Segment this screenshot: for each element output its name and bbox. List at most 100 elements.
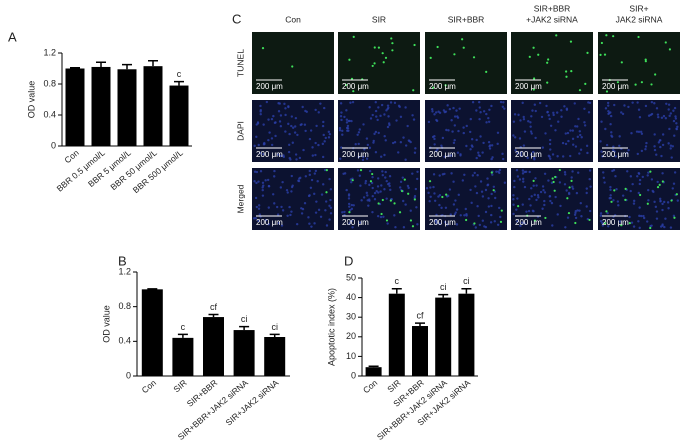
nucleus (515, 208, 518, 211)
nucleus (297, 179, 300, 182)
tunel-cell (398, 211, 402, 214)
nucleus (452, 203, 456, 206)
nucleus (519, 119, 522, 122)
nucleus (621, 112, 625, 116)
nucleus (438, 222, 441, 225)
nucleus (325, 224, 329, 227)
nucleus (329, 188, 333, 191)
nucleus (549, 148, 552, 151)
nucleus (518, 137, 522, 140)
nucleus (656, 113, 660, 116)
y-tick-label: 0.4 (118, 336, 131, 346)
nucleus (613, 103, 616, 107)
nucleus (623, 104, 626, 107)
nucleus (433, 143, 436, 146)
nucleus (404, 144, 408, 147)
nucleus (462, 131, 465, 135)
nucleus (435, 213, 438, 217)
nucleus (315, 200, 318, 203)
nucleus (409, 140, 412, 144)
nucleus (340, 118, 343, 122)
y-axis-label: OD value (26, 81, 36, 119)
nucleus (586, 151, 589, 155)
tunel-cell (445, 193, 448, 196)
nucleus (407, 186, 410, 190)
scale-bar-label: 200 μm (342, 150, 369, 159)
nucleus (321, 155, 325, 159)
nucleus (485, 112, 488, 116)
error-bar (122, 63, 132, 70)
tunel-cell (462, 46, 465, 49)
error-bar (438, 293, 449, 298)
nucleus (357, 131, 361, 134)
nucleus (386, 104, 390, 107)
bar (65, 68, 85, 146)
nucleus (301, 105, 304, 109)
nucleus (288, 143, 291, 147)
nucleus (491, 173, 494, 176)
nucleus (259, 104, 262, 108)
nucleus (308, 194, 311, 197)
nucleus (602, 176, 606, 179)
nucleus (255, 123, 258, 126)
nucleus (271, 193, 275, 196)
nucleus (346, 129, 349, 132)
nucleus (455, 208, 459, 211)
nucleus (523, 222, 526, 225)
nucleus (557, 120, 560, 123)
nucleus (565, 189, 568, 192)
nucleus (379, 155, 383, 158)
tunel-cell (391, 42, 394, 45)
nucleus (487, 116, 490, 120)
tunel-cell (325, 169, 328, 172)
nucleus (365, 157, 369, 160)
tunel-cell (658, 183, 661, 186)
nucleus (372, 141, 375, 144)
nucleus (351, 100, 355, 104)
nucleus (375, 189, 378, 193)
nucleus (433, 113, 436, 116)
nucleus (416, 177, 419, 181)
column-header: SIR+ (629, 3, 648, 13)
nucleus (474, 226, 478, 229)
tunel-cell (499, 220, 503, 223)
tunel-cell (613, 189, 616, 192)
nucleus (600, 120, 603, 123)
nucleus (663, 200, 666, 204)
significance-label: cf (210, 302, 218, 312)
nucleus (542, 189, 545, 192)
nucleus (261, 188, 264, 192)
nucleus (644, 148, 647, 151)
nucleus (435, 118, 438, 122)
scale-bar-label: 200 μm (515, 218, 542, 227)
nucleus (315, 124, 318, 128)
nucleus (280, 205, 283, 209)
nucleus (661, 172, 664, 175)
nucleus (672, 182, 676, 185)
nucleus (556, 213, 559, 216)
nucleus (386, 107, 389, 111)
bar (91, 66, 111, 146)
nucleus (665, 102, 668, 106)
nucleus (563, 183, 567, 186)
tunel-cell (428, 180, 432, 183)
nucleus (259, 109, 262, 112)
nucleus (489, 221, 493, 224)
nucleus (393, 141, 397, 144)
nucleus (284, 107, 287, 110)
nucleus (475, 109, 478, 112)
nucleus (323, 168, 327, 172)
nucleus (539, 190, 543, 194)
nucleus (323, 106, 326, 110)
nucleus (530, 195, 533, 198)
scale-bar-label: 200 μm (602, 218, 629, 227)
nucleus (522, 180, 525, 183)
tunel-cell (385, 219, 389, 222)
nucleus (573, 102, 576, 105)
bar (203, 317, 224, 376)
nucleus (255, 170, 259, 174)
nucleus (521, 169, 525, 172)
tunel-cell (670, 199, 673, 202)
nucleus (632, 199, 636, 203)
nucleus (364, 182, 367, 185)
